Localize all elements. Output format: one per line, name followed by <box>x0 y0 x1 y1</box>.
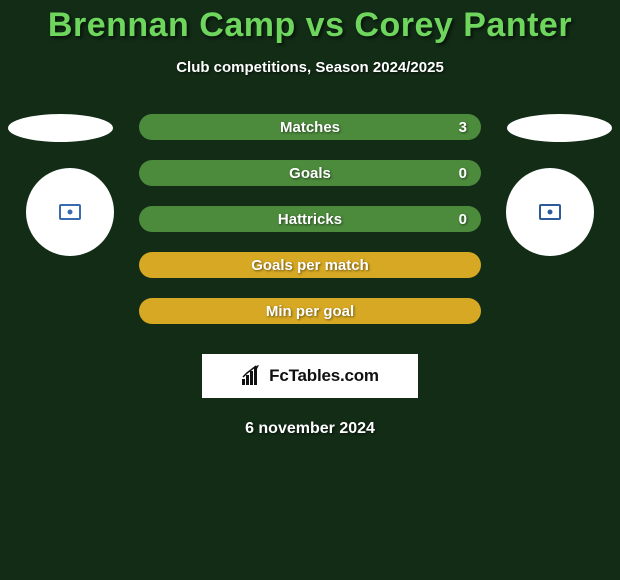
comparison-main: Matches 3 Goals 0 Hattricks 0 Goals per … <box>0 114 620 438</box>
player-right-ellipse <box>507 114 612 142</box>
stats-bars: Matches 3 Goals 0 Hattricks 0 Goals per … <box>139 114 481 324</box>
stat-label: Hattricks <box>278 211 342 228</box>
stat-row-matches: Matches 3 <box>139 114 481 140</box>
placeholder-badge-icon <box>59 204 81 220</box>
snapshot-date: 6 november 2024 <box>0 420 620 438</box>
stat-value-right: 0 <box>459 211 467 228</box>
stat-label: Goals per match <box>251 257 369 274</box>
page-title: Brennan Camp vs Corey Panter <box>0 0 620 45</box>
stat-label: Goals <box>289 165 331 182</box>
bar-chart-icon <box>241 365 263 387</box>
stat-row-goals-per-match: Goals per match <box>139 252 481 278</box>
player-left-avatar <box>26 168 114 256</box>
stat-value-right: 3 <box>459 119 467 136</box>
branding-text: FcTables.com <box>269 366 379 386</box>
stat-row-min-per-goal: Min per goal <box>139 298 481 324</box>
stat-row-goals: Goals 0 <box>139 160 481 186</box>
stat-row-hattricks: Hattricks 0 <box>139 206 481 232</box>
placeholder-badge-icon <box>539 204 561 220</box>
branding-box[interactable]: FcTables.com <box>202 354 418 398</box>
page-subtitle: Club competitions, Season 2024/2025 <box>0 59 620 76</box>
stat-value-right: 0 <box>459 165 467 182</box>
player-left-ellipse <box>8 114 113 142</box>
stat-label: Matches <box>280 119 340 136</box>
stat-label: Min per goal <box>266 303 354 320</box>
player-right-avatar <box>506 168 594 256</box>
